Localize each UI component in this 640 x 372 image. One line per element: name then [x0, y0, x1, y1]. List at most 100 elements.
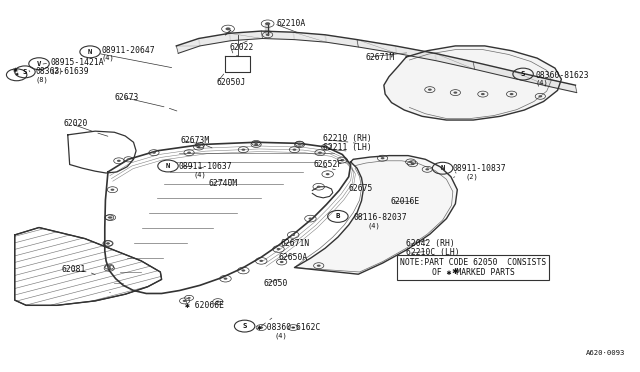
Circle shape — [326, 173, 330, 175]
Circle shape — [198, 144, 202, 146]
Circle shape — [188, 297, 191, 299]
Circle shape — [223, 278, 227, 280]
Circle shape — [276, 248, 280, 250]
Circle shape — [428, 89, 432, 91]
Text: (4): (4) — [368, 223, 381, 229]
Text: N: N — [166, 163, 170, 169]
Circle shape — [117, 160, 121, 162]
Text: (8): (8) — [36, 76, 49, 83]
Text: 62081: 62081 — [61, 265, 86, 274]
Text: 62675: 62675 — [349, 185, 373, 193]
Text: 62673: 62673 — [115, 93, 139, 102]
Text: 08911-20647: 08911-20647 — [102, 46, 156, 55]
Text: (2): (2) — [51, 67, 63, 74]
Circle shape — [292, 148, 296, 151]
Polygon shape — [473, 62, 514, 78]
Polygon shape — [396, 46, 436, 61]
Text: 62650A: 62650A — [278, 253, 308, 262]
Text: (4): (4) — [102, 55, 115, 61]
Circle shape — [182, 300, 186, 302]
Polygon shape — [198, 33, 230, 46]
Polygon shape — [513, 71, 550, 87]
Text: B: B — [336, 214, 340, 219]
Text: N: N — [440, 165, 445, 171]
Text: 62652F: 62652F — [314, 160, 343, 169]
Circle shape — [426, 168, 429, 170]
Circle shape — [108, 267, 111, 269]
Text: 62671N: 62671N — [280, 239, 310, 248]
Text: (4): (4) — [536, 80, 548, 86]
Circle shape — [106, 243, 109, 244]
Circle shape — [108, 266, 111, 268]
Text: 62671M: 62671M — [366, 52, 396, 61]
Circle shape — [291, 234, 295, 236]
Text: 62050: 62050 — [264, 279, 288, 288]
Circle shape — [241, 148, 245, 151]
Circle shape — [317, 186, 321, 188]
Circle shape — [225, 28, 230, 31]
Circle shape — [111, 189, 115, 191]
Text: 62022: 62022 — [229, 42, 253, 51]
Text: S: S — [521, 71, 525, 77]
Circle shape — [308, 218, 312, 220]
Text: 62740M: 62740M — [208, 179, 237, 187]
Text: 08915-1421A: 08915-1421A — [51, 58, 104, 67]
Text: 08116-82037: 08116-82037 — [353, 213, 407, 222]
Text: 08363-61639: 08363-61639 — [36, 67, 90, 76]
Circle shape — [109, 217, 113, 219]
Circle shape — [409, 161, 413, 163]
Circle shape — [108, 217, 111, 218]
Text: 08911-10837: 08911-10837 — [453, 164, 506, 173]
Circle shape — [106, 242, 110, 244]
Polygon shape — [261, 31, 294, 39]
Text: 62210C (LH): 62210C (LH) — [406, 248, 460, 257]
Circle shape — [318, 151, 322, 154]
Circle shape — [280, 261, 284, 263]
Text: S: S — [23, 69, 27, 75]
Circle shape — [255, 142, 258, 144]
Circle shape — [411, 163, 415, 165]
Text: 62020: 62020 — [63, 119, 88, 128]
Polygon shape — [435, 53, 474, 69]
Circle shape — [187, 151, 191, 154]
Circle shape — [317, 264, 321, 267]
Text: (2): (2) — [466, 173, 478, 180]
Text: 08360-81623: 08360-81623 — [536, 71, 589, 80]
Text: 62673M: 62673M — [180, 136, 210, 145]
Polygon shape — [293, 32, 326, 42]
Text: (4): (4) — [274, 333, 287, 339]
Circle shape — [481, 93, 484, 95]
Text: 62210 (RH): 62210 (RH) — [323, 134, 372, 143]
Text: 62210A: 62210A — [276, 19, 306, 28]
Circle shape — [454, 92, 458, 94]
Text: ✱ 08360-6162C: ✱ 08360-6162C — [257, 323, 321, 332]
Text: ✱: ✱ — [452, 267, 459, 276]
Text: V: V — [37, 61, 41, 67]
Circle shape — [254, 143, 258, 145]
Circle shape — [259, 260, 263, 262]
Circle shape — [324, 146, 328, 148]
Circle shape — [152, 151, 156, 154]
Text: 62042 (RH): 62042 (RH) — [406, 239, 455, 248]
Text: S: S — [243, 323, 247, 329]
Circle shape — [266, 34, 269, 36]
Text: N: N — [88, 49, 92, 55]
Circle shape — [259, 327, 263, 329]
Text: ✷: ✷ — [12, 67, 19, 76]
Circle shape — [241, 269, 245, 272]
Text: 62211 (LH): 62211 (LH) — [323, 142, 372, 151]
Text: (4): (4) — [193, 171, 206, 178]
Circle shape — [340, 159, 344, 161]
Circle shape — [298, 143, 301, 145]
Circle shape — [381, 157, 385, 159]
Polygon shape — [384, 46, 561, 120]
Circle shape — [291, 327, 295, 329]
Text: 08911-10637: 08911-10637 — [178, 162, 232, 171]
Text: 62016E: 62016E — [390, 197, 419, 206]
Polygon shape — [176, 38, 200, 53]
Circle shape — [509, 93, 513, 95]
Polygon shape — [229, 31, 262, 41]
Circle shape — [127, 158, 130, 160]
Circle shape — [265, 22, 270, 25]
Polygon shape — [548, 79, 577, 93]
